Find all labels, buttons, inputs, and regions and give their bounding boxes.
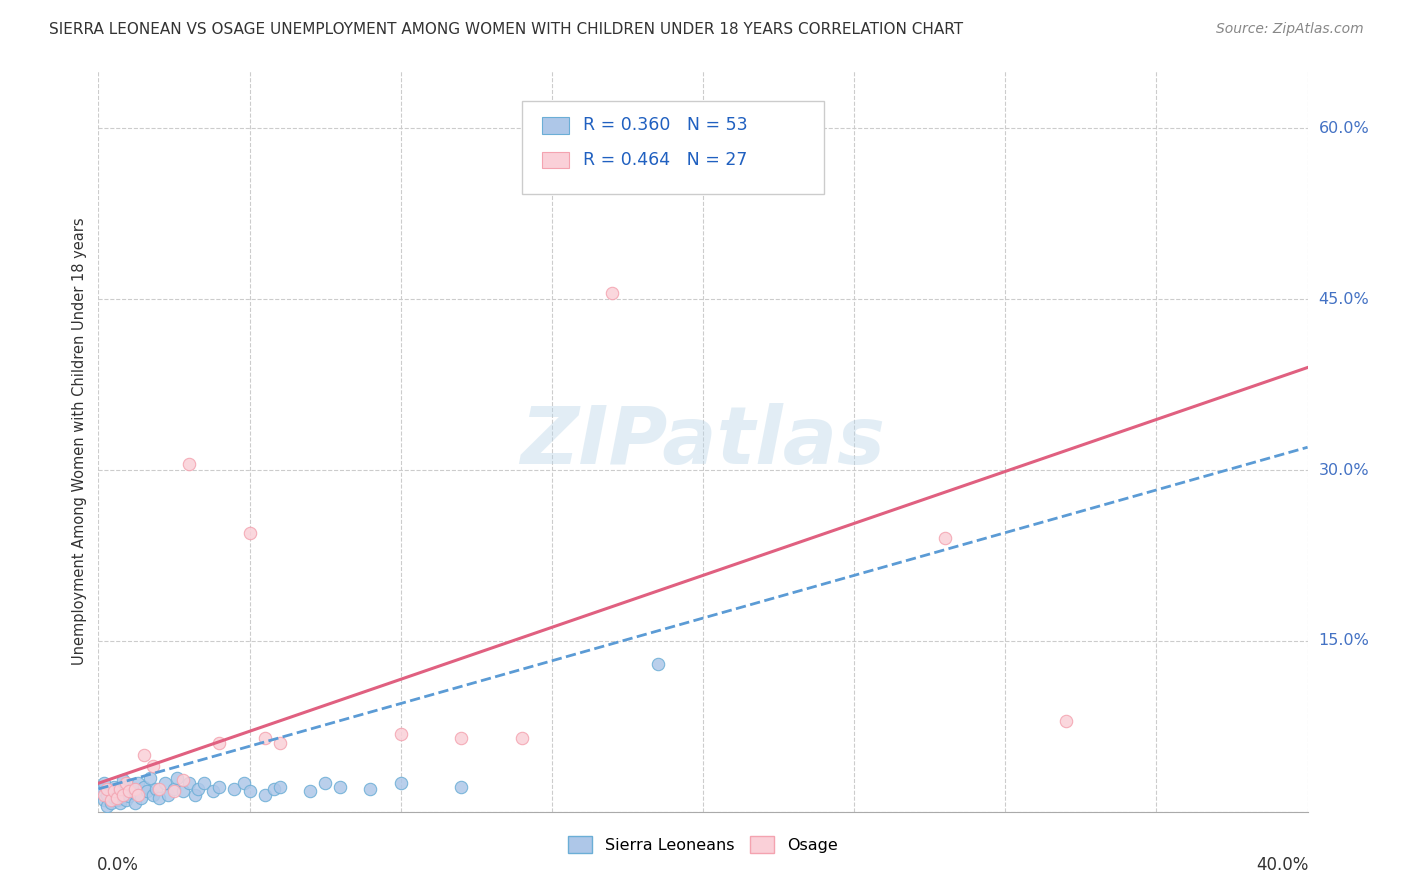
- Point: [148, 791, 170, 805]
- Point: [100, 796, 122, 810]
- Point: [118, 784, 141, 798]
- Point: [139, 771, 162, 785]
- Point: [510, 731, 533, 745]
- Point: [127, 776, 149, 790]
- Point: [142, 759, 165, 773]
- Point: [253, 788, 276, 802]
- FancyBboxPatch shape: [543, 152, 569, 169]
- Point: [269, 780, 291, 794]
- Text: 40.0%: 40.0%: [1257, 856, 1309, 874]
- Point: [208, 780, 231, 794]
- Point: [108, 781, 131, 796]
- Point: [156, 788, 179, 802]
- Point: [184, 788, 207, 802]
- Point: [647, 657, 669, 671]
- Point: [360, 781, 382, 796]
- Text: R = 0.360   N = 53: R = 0.360 N = 53: [583, 117, 748, 135]
- Point: [172, 772, 194, 787]
- Point: [108, 796, 131, 810]
- Point: [135, 784, 157, 798]
- Point: [450, 780, 472, 794]
- Point: [127, 788, 149, 802]
- Point: [142, 788, 165, 802]
- Text: ZIPatlas: ZIPatlas: [520, 402, 886, 481]
- Text: 15.0%: 15.0%: [1319, 633, 1369, 648]
- Point: [232, 776, 254, 790]
- Point: [450, 731, 472, 745]
- Point: [90, 781, 112, 796]
- Point: [263, 781, 285, 796]
- Point: [93, 788, 115, 802]
- Point: [934, 532, 956, 546]
- Point: [329, 780, 352, 794]
- Point: [1054, 714, 1077, 728]
- Point: [111, 781, 134, 796]
- Text: 45.0%: 45.0%: [1319, 292, 1369, 307]
- Point: [132, 780, 155, 794]
- Point: [208, 736, 231, 750]
- Point: [124, 781, 146, 796]
- Point: [108, 788, 131, 802]
- Point: [148, 781, 170, 796]
- Point: [299, 784, 322, 798]
- FancyBboxPatch shape: [522, 101, 824, 194]
- Point: [103, 784, 125, 798]
- Point: [93, 793, 115, 807]
- Point: [118, 789, 141, 803]
- Point: [239, 784, 262, 798]
- Point: [124, 796, 146, 810]
- Point: [202, 784, 225, 798]
- Text: 0.0%: 0.0%: [97, 856, 139, 874]
- Point: [253, 731, 276, 745]
- Point: [96, 788, 118, 802]
- Legend: Sierra Leoneans, Osage: Sierra Leoneans, Osage: [562, 830, 844, 859]
- Point: [389, 727, 412, 741]
- FancyBboxPatch shape: [543, 117, 569, 134]
- Point: [314, 776, 336, 790]
- Point: [163, 784, 186, 798]
- Point: [105, 793, 128, 807]
- Point: [163, 781, 186, 796]
- Point: [179, 458, 201, 472]
- Point: [389, 776, 412, 790]
- Point: [269, 736, 291, 750]
- Point: [132, 747, 155, 762]
- Y-axis label: Unemployment Among Women with Children Under 18 years: Unemployment Among Women with Children U…: [72, 218, 87, 665]
- Text: 60.0%: 60.0%: [1319, 120, 1369, 136]
- Point: [224, 781, 246, 796]
- Point: [179, 776, 201, 790]
- Point: [129, 791, 152, 805]
- Point: [145, 781, 167, 796]
- Point: [103, 780, 125, 794]
- Point: [100, 793, 122, 807]
- Point: [153, 776, 176, 790]
- Point: [121, 781, 143, 796]
- Point: [111, 788, 134, 802]
- Point: [193, 776, 215, 790]
- Point: [96, 799, 118, 814]
- Text: R = 0.464   N = 27: R = 0.464 N = 27: [583, 152, 748, 169]
- Point: [114, 776, 136, 790]
- Point: [93, 776, 115, 790]
- Point: [166, 771, 188, 785]
- Point: [103, 791, 125, 805]
- Point: [105, 784, 128, 798]
- Point: [114, 780, 136, 794]
- Point: [239, 525, 262, 540]
- Point: [100, 784, 122, 798]
- Point: [172, 784, 194, 798]
- Point: [187, 781, 209, 796]
- Point: [114, 793, 136, 807]
- Text: 30.0%: 30.0%: [1319, 463, 1369, 477]
- Text: SIERRA LEONEAN VS OSAGE UNEMPLOYMENT AMONG WOMEN WITH CHILDREN UNDER 18 YEARS CO: SIERRA LEONEAN VS OSAGE UNEMPLOYMENT AMO…: [49, 22, 963, 37]
- Point: [111, 772, 134, 787]
- Point: [105, 791, 128, 805]
- Text: Source: ZipAtlas.com: Source: ZipAtlas.com: [1216, 22, 1364, 37]
- Point: [96, 781, 118, 796]
- Point: [124, 787, 146, 801]
- Point: [602, 286, 624, 301]
